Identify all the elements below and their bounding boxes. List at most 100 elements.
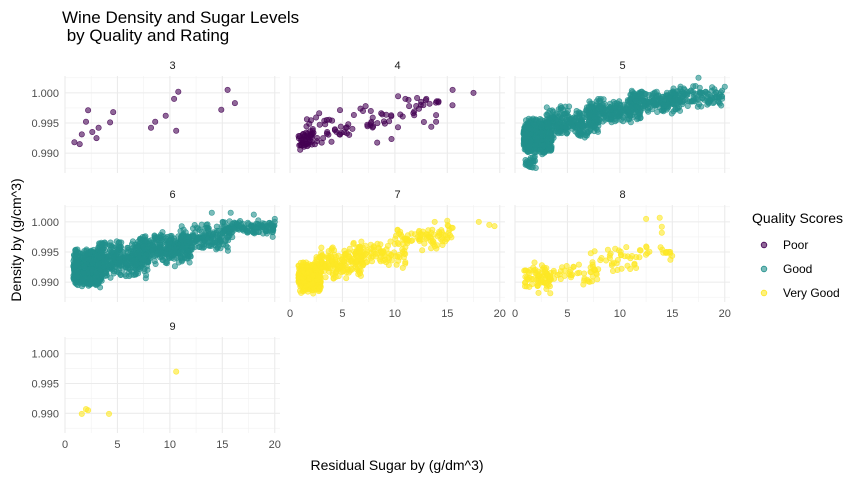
facet-panel-3: 3 0.990 0.995 1.000 bbox=[31, 60, 280, 173]
data-point bbox=[553, 116, 560, 123]
data-point bbox=[707, 93, 714, 100]
data-point bbox=[576, 269, 583, 276]
data-point bbox=[534, 282, 541, 289]
data-point bbox=[131, 258, 138, 265]
data-point bbox=[187, 253, 194, 260]
data-point bbox=[616, 98, 623, 105]
data-point bbox=[531, 117, 538, 124]
data-point bbox=[171, 263, 178, 270]
data-point bbox=[117, 271, 124, 278]
data-point bbox=[368, 258, 375, 265]
data-point bbox=[85, 407, 92, 414]
facet-strip-label: 3 bbox=[169, 60, 175, 72]
data-point bbox=[374, 120, 381, 127]
data-point bbox=[429, 237, 436, 244]
data-point bbox=[598, 255, 605, 262]
facet-strip-label: 6 bbox=[169, 189, 175, 201]
data-point bbox=[377, 258, 384, 265]
data-point bbox=[537, 129, 544, 136]
data-point bbox=[95, 260, 102, 267]
data-point bbox=[413, 103, 420, 110]
data-point bbox=[664, 103, 671, 110]
y-tick-label: 0.995 bbox=[31, 118, 59, 130]
data-point bbox=[575, 261, 582, 268]
data-point bbox=[679, 91, 686, 98]
data-point bbox=[696, 84, 703, 91]
legend: Quality Scores Poor Good Very Good bbox=[752, 210, 843, 300]
data-point bbox=[637, 115, 644, 122]
x-tick-label: 0 bbox=[62, 439, 68, 451]
x-tick-label: 5 bbox=[339, 308, 345, 320]
data-point bbox=[604, 246, 611, 253]
data-point bbox=[526, 143, 533, 150]
data-point bbox=[637, 247, 644, 254]
data-point bbox=[541, 149, 548, 156]
y-tick-label: 1.000 bbox=[31, 349, 59, 361]
data-point bbox=[579, 122, 586, 129]
data-point bbox=[408, 230, 415, 237]
data-point bbox=[543, 111, 550, 118]
data-point bbox=[595, 111, 602, 118]
data-point bbox=[575, 129, 582, 136]
data-point bbox=[524, 276, 531, 283]
data-point bbox=[96, 254, 103, 261]
data-point bbox=[329, 261, 336, 268]
data-point bbox=[369, 124, 376, 131]
data-point bbox=[299, 274, 306, 281]
data-point bbox=[107, 239, 114, 246]
data-point bbox=[148, 251, 155, 258]
data-point bbox=[433, 118, 440, 125]
data-point bbox=[219, 218, 226, 225]
data-point bbox=[76, 141, 83, 148]
x-tick-label: 5 bbox=[564, 308, 570, 320]
data-point bbox=[101, 257, 108, 264]
data-point bbox=[475, 218, 482, 225]
data-point bbox=[718, 93, 725, 100]
data-point bbox=[559, 264, 566, 271]
y-tick-label: 0.990 bbox=[31, 148, 59, 160]
facet-panel-7: 7 0 5 10 15 20 bbox=[287, 189, 506, 320]
data-point bbox=[309, 280, 316, 287]
data-point bbox=[322, 262, 329, 269]
data-point bbox=[360, 261, 367, 268]
data-point bbox=[560, 111, 567, 118]
data-point bbox=[350, 239, 357, 246]
x-tick-label: 10 bbox=[164, 439, 176, 451]
data-point bbox=[152, 260, 159, 267]
data-point bbox=[248, 222, 255, 229]
data-point bbox=[185, 248, 192, 255]
data-point bbox=[370, 246, 377, 253]
data-point bbox=[624, 262, 631, 269]
data-point bbox=[435, 98, 442, 105]
data-point bbox=[550, 269, 557, 276]
x-tick-label: 0 bbox=[512, 308, 518, 320]
data-point bbox=[721, 83, 728, 90]
data-point bbox=[628, 104, 635, 111]
data-point bbox=[637, 106, 644, 113]
data-point bbox=[177, 228, 184, 235]
data-point bbox=[658, 229, 665, 236]
data-point bbox=[172, 244, 179, 251]
data-point bbox=[130, 271, 137, 278]
data-point bbox=[410, 110, 417, 117]
data-point bbox=[423, 95, 430, 102]
data-point bbox=[420, 119, 427, 126]
x-tick-label: 15 bbox=[666, 308, 678, 320]
data-point bbox=[100, 263, 107, 270]
data-point bbox=[660, 108, 667, 115]
data-point bbox=[436, 228, 443, 235]
data-point bbox=[225, 225, 232, 232]
data-point bbox=[617, 108, 624, 115]
data-point bbox=[129, 238, 136, 245]
data-point bbox=[539, 122, 546, 129]
data-point bbox=[642, 251, 649, 258]
data-point bbox=[491, 223, 498, 230]
data-point bbox=[188, 233, 195, 240]
data-point bbox=[395, 93, 402, 100]
data-point bbox=[271, 215, 278, 222]
data-point bbox=[171, 95, 178, 102]
data-point bbox=[230, 225, 237, 232]
data-point bbox=[668, 110, 675, 117]
data-point bbox=[241, 224, 248, 231]
data-point bbox=[439, 238, 446, 245]
